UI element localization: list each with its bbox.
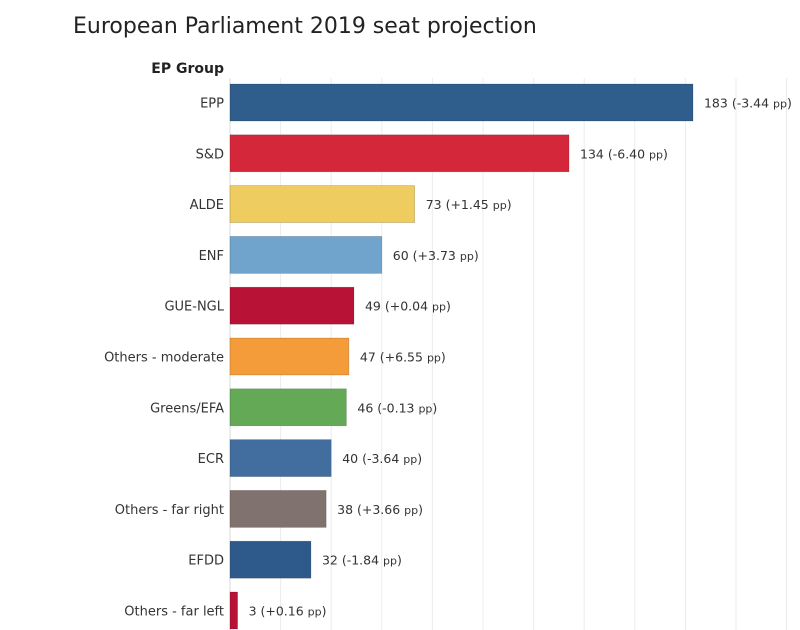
value-label: 47 (+6.55 pp) xyxy=(360,350,446,365)
bar xyxy=(229,490,327,528)
bar xyxy=(229,540,312,579)
category-label: Others - far left xyxy=(124,605,224,620)
chart-title: European Parliament 2019 seat projection xyxy=(73,14,537,39)
value-label: 3 (+0.16 pp) xyxy=(249,604,327,619)
category-label: EPP xyxy=(200,97,224,112)
bar xyxy=(229,185,415,223)
value-label: 46 (-0.13 pp) xyxy=(357,400,437,415)
bar xyxy=(229,286,355,325)
category-label: EFDD xyxy=(188,554,224,569)
category-label: GUE-NGL xyxy=(164,300,224,315)
category-labels: EPP S&D ALDE ENF GUE-NGL Others - moderate Gre… xyxy=(104,97,225,620)
category-label: S&D xyxy=(196,147,224,162)
bar xyxy=(229,439,332,477)
value-label: 60 (+3.73 pp) xyxy=(393,248,479,263)
bar xyxy=(229,83,694,122)
value-label: 134 (-6.40 pp) xyxy=(580,146,668,161)
bar xyxy=(229,337,350,376)
bar xyxy=(229,591,238,630)
category-label: ALDE xyxy=(190,198,224,213)
value-label: 32 (-1.84 pp) xyxy=(322,553,402,568)
category-label: ECR xyxy=(198,452,224,467)
category-label: Others - moderate xyxy=(104,351,224,366)
bars xyxy=(229,83,694,630)
value-label: 38 (+3.66 pp) xyxy=(337,502,423,517)
value-label: 49 (+0.04 pp) xyxy=(365,299,451,314)
value-label: 183 (-3.44 pp) xyxy=(704,96,792,111)
bar xyxy=(229,388,347,427)
value-labels: 183 (-3.44 pp) 134 (-6.40 pp) 73 (+1.45 pp… xyxy=(249,96,792,619)
y-axis-header: EP Group xyxy=(151,61,224,77)
category-label: ENF xyxy=(199,249,224,264)
value-label: 73 (+1.45 pp) xyxy=(426,197,512,212)
bar xyxy=(229,134,570,173)
category-label: Greens/EFA xyxy=(150,401,224,416)
bar xyxy=(229,236,383,274)
category-label: Others - far right xyxy=(115,503,224,518)
value-label: 40 (-3.64 pp) xyxy=(342,451,422,466)
